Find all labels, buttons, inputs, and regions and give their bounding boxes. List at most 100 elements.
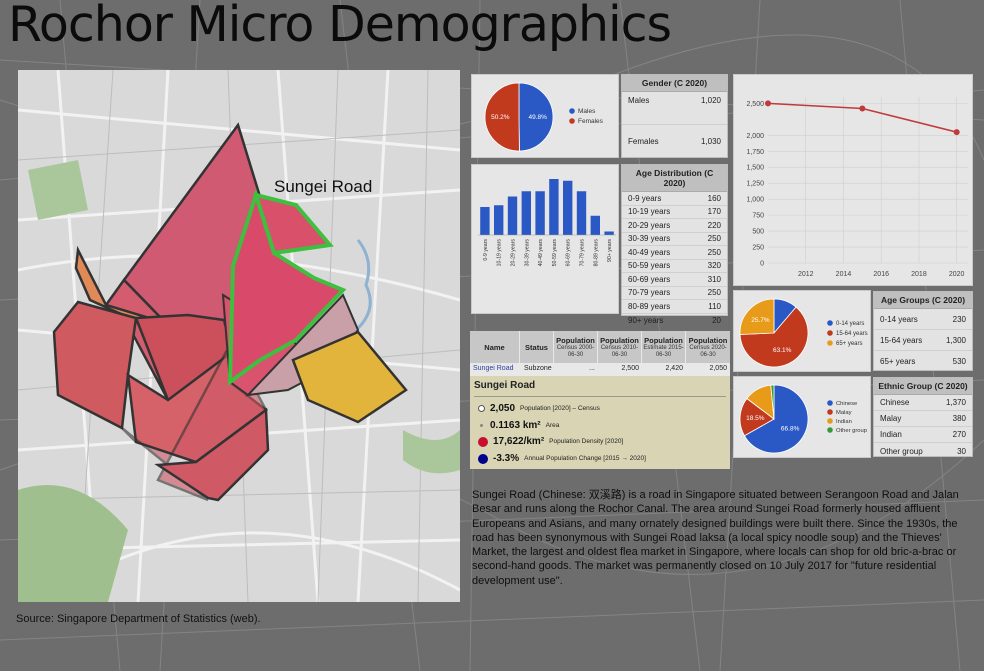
pie-slice: [739, 397, 775, 437]
data-point: [859, 105, 866, 112]
table-row: Malay 380: [874, 411, 972, 427]
pie-slice-label: 50.2%: [491, 114, 510, 121]
table-row: Indian 270: [874, 427, 972, 443]
bar: [507, 196, 518, 235]
age-group-pie-panel: 63.1% 25.7% 0-14 years 15-64 years 65+ years: [733, 290, 871, 372]
table-row: 0-9 years 160: [622, 192, 727, 206]
age-table-header: Age Distribution (C 2020): [622, 165, 727, 192]
pie-slice-label: 49.8%: [528, 114, 547, 121]
table-row: 40-49 years 250: [622, 246, 727, 260]
table-row: 70-79 years 250: [622, 287, 727, 300]
x-tick-label: 2016: [873, 271, 889, 278]
legend-label: Males: [578, 108, 596, 115]
y-tick-label: 250: [752, 245, 764, 252]
legend-swatch: [827, 340, 833, 346]
legend-label: 65+ years: [836, 341, 863, 347]
ethnic-pie-panel: 66.8% 18.5% Chinese Malay Indian Other group: [733, 376, 871, 458]
pie-slice: [518, 82, 554, 152]
y-tick-label: 1,500: [746, 165, 764, 172]
infobox-area: 0.1163 km² Area: [478, 420, 559, 431]
x-tick-label: 40-49 years: [538, 239, 544, 267]
y-tick-label: 1,750: [746, 149, 764, 156]
x-tick-label: 20-29 years: [511, 239, 517, 267]
bar: [521, 191, 531, 235]
ethnic-pie-chart: 66.8% 18.5% Chinese Malay Indian Other group: [739, 384, 867, 454]
x-tick-label: 0-9 years: [483, 239, 489, 261]
infobox-change: -3.3% Annual Population Change [2015 → 20…: [478, 453, 646, 464]
x-tick-label: 2020: [949, 271, 965, 278]
y-tick-label: 750: [752, 213, 764, 220]
table-row: 50-59 years 320: [622, 260, 727, 273]
ethnic-group-table: Ethnic Group (C 2020) Chinese 1,370 Malay…: [873, 377, 973, 457]
pie-slice-label: 66.8%: [781, 425, 800, 432]
legend-swatch: [569, 118, 575, 124]
pop-col-header-2010: Population Census 2010-06-30: [598, 331, 642, 363]
legend-label: 15-64 years: [836, 331, 868, 337]
pop-col-header-name: Name: [470, 331, 520, 363]
small-grey-dot-icon: [480, 424, 483, 427]
page-title: Rochor Micro Demographics: [8, 0, 672, 53]
pop-cell-name[interactable]: Sungei Road: [473, 365, 514, 372]
x-tick-label: 2018: [911, 271, 927, 278]
pie-slice-label: 63.1%: [773, 347, 792, 354]
subzone-map: Sungei Road: [18, 70, 460, 602]
pop-col-header-status: Status: [520, 331, 554, 363]
bar: [576, 191, 587, 235]
map-label-sungei-road: Sungei Road: [274, 177, 372, 196]
data-point: [953, 129, 960, 136]
red-dot-icon: [478, 436, 488, 447]
y-tick-label: 2,000: [746, 133, 764, 140]
x-tick-label: 2014: [836, 271, 852, 278]
y-tick-label: 1,000: [746, 197, 764, 204]
x-tick-label: 60-69 years: [566, 239, 572, 267]
legend-label: 0-14 years: [836, 321, 864, 327]
legend-label: Malay: [836, 410, 852, 416]
table-row: Males 1,020: [622, 92, 727, 125]
source-note: Source: Singapore Department of Statisti…: [16, 613, 261, 625]
pop-col-header-2000: Population Census 2000-06-30: [554, 331, 598, 363]
infobox-density: 17,622/km² Population Density [2020]: [478, 436, 623, 447]
gender-table: Gender (C 2020) Males 1,020 Females 1,030: [621, 74, 728, 158]
data-point: [765, 100, 771, 107]
ethnic-table-header: Ethnic Group (C 2020): [874, 378, 972, 395]
pop-cell-2020: 2,050: [709, 365, 727, 372]
infobox-population: 2,050 Population [2020] – Census: [478, 403, 600, 414]
x-tick-label: 2012: [798, 271, 814, 278]
legend-label: Chinese: [836, 401, 857, 407]
x-tick-label: 10-19 years: [497, 239, 503, 267]
gender-pie-panel: 49.8% 50.2% Males Females: [471, 74, 619, 158]
sungei-road-infobox: Sungei Road 2,050 Population [2020] – Cen…: [470, 376, 730, 469]
table-row: 10-19 years 170: [622, 206, 727, 219]
legend-swatch: [827, 409, 833, 415]
table-row: 90+ years 20: [628, 315, 721, 325]
blue-dot-icon: [478, 453, 488, 464]
bar: [494, 205, 504, 235]
bar: [480, 207, 490, 235]
legend-label: Indian: [836, 419, 852, 425]
table-row: 20-29 years 220: [622, 219, 727, 233]
pie-slice: [770, 384, 775, 420]
x-tick-label: 30-39 years: [524, 239, 530, 267]
age-distribution-table: Age Distribution (C 2020) 0-9 years 160 10…: [621, 164, 728, 325]
bar: [590, 215, 600, 235]
pop-col-header-2020: Population Census 2020-06-30: [686, 331, 730, 363]
infobox-title: Sungei Road: [474, 380, 536, 391]
pie-slice: [739, 306, 809, 368]
bar: [535, 191, 545, 235]
pop-col-header-2015: Population Estimate 2015-06-30: [642, 331, 686, 363]
x-tick-label: 90+ years: [607, 239, 613, 262]
table-row: Females 1,030: [628, 137, 721, 146]
table-row: 60-69 years 310: [622, 273, 727, 287]
population-line-chart: 0 250 500 750 1,000 1,250 1,500 1,750 2,000 2,500…: [746, 97, 968, 278]
legend-swatch: [827, 400, 833, 406]
age-bar-chart: 0-9 years 10-19 years 20-29 years 30-39 yea…: [478, 179, 616, 267]
legend-swatch: [569, 108, 575, 114]
bar: [563, 180, 573, 235]
age-bar-panel: 0-9 years 10-19 years 20-29 years 30-39 yea…: [471, 164, 619, 314]
gender-table-header: Gender (C 2020): [622, 75, 727, 92]
pop-cell-2010: 2,500: [621, 365, 639, 372]
legend-swatch: [827, 320, 833, 326]
legend-label: Other group: [836, 428, 867, 434]
y-tick-label: 2,500: [746, 101, 764, 108]
pie-slice: [484, 82, 520, 152]
